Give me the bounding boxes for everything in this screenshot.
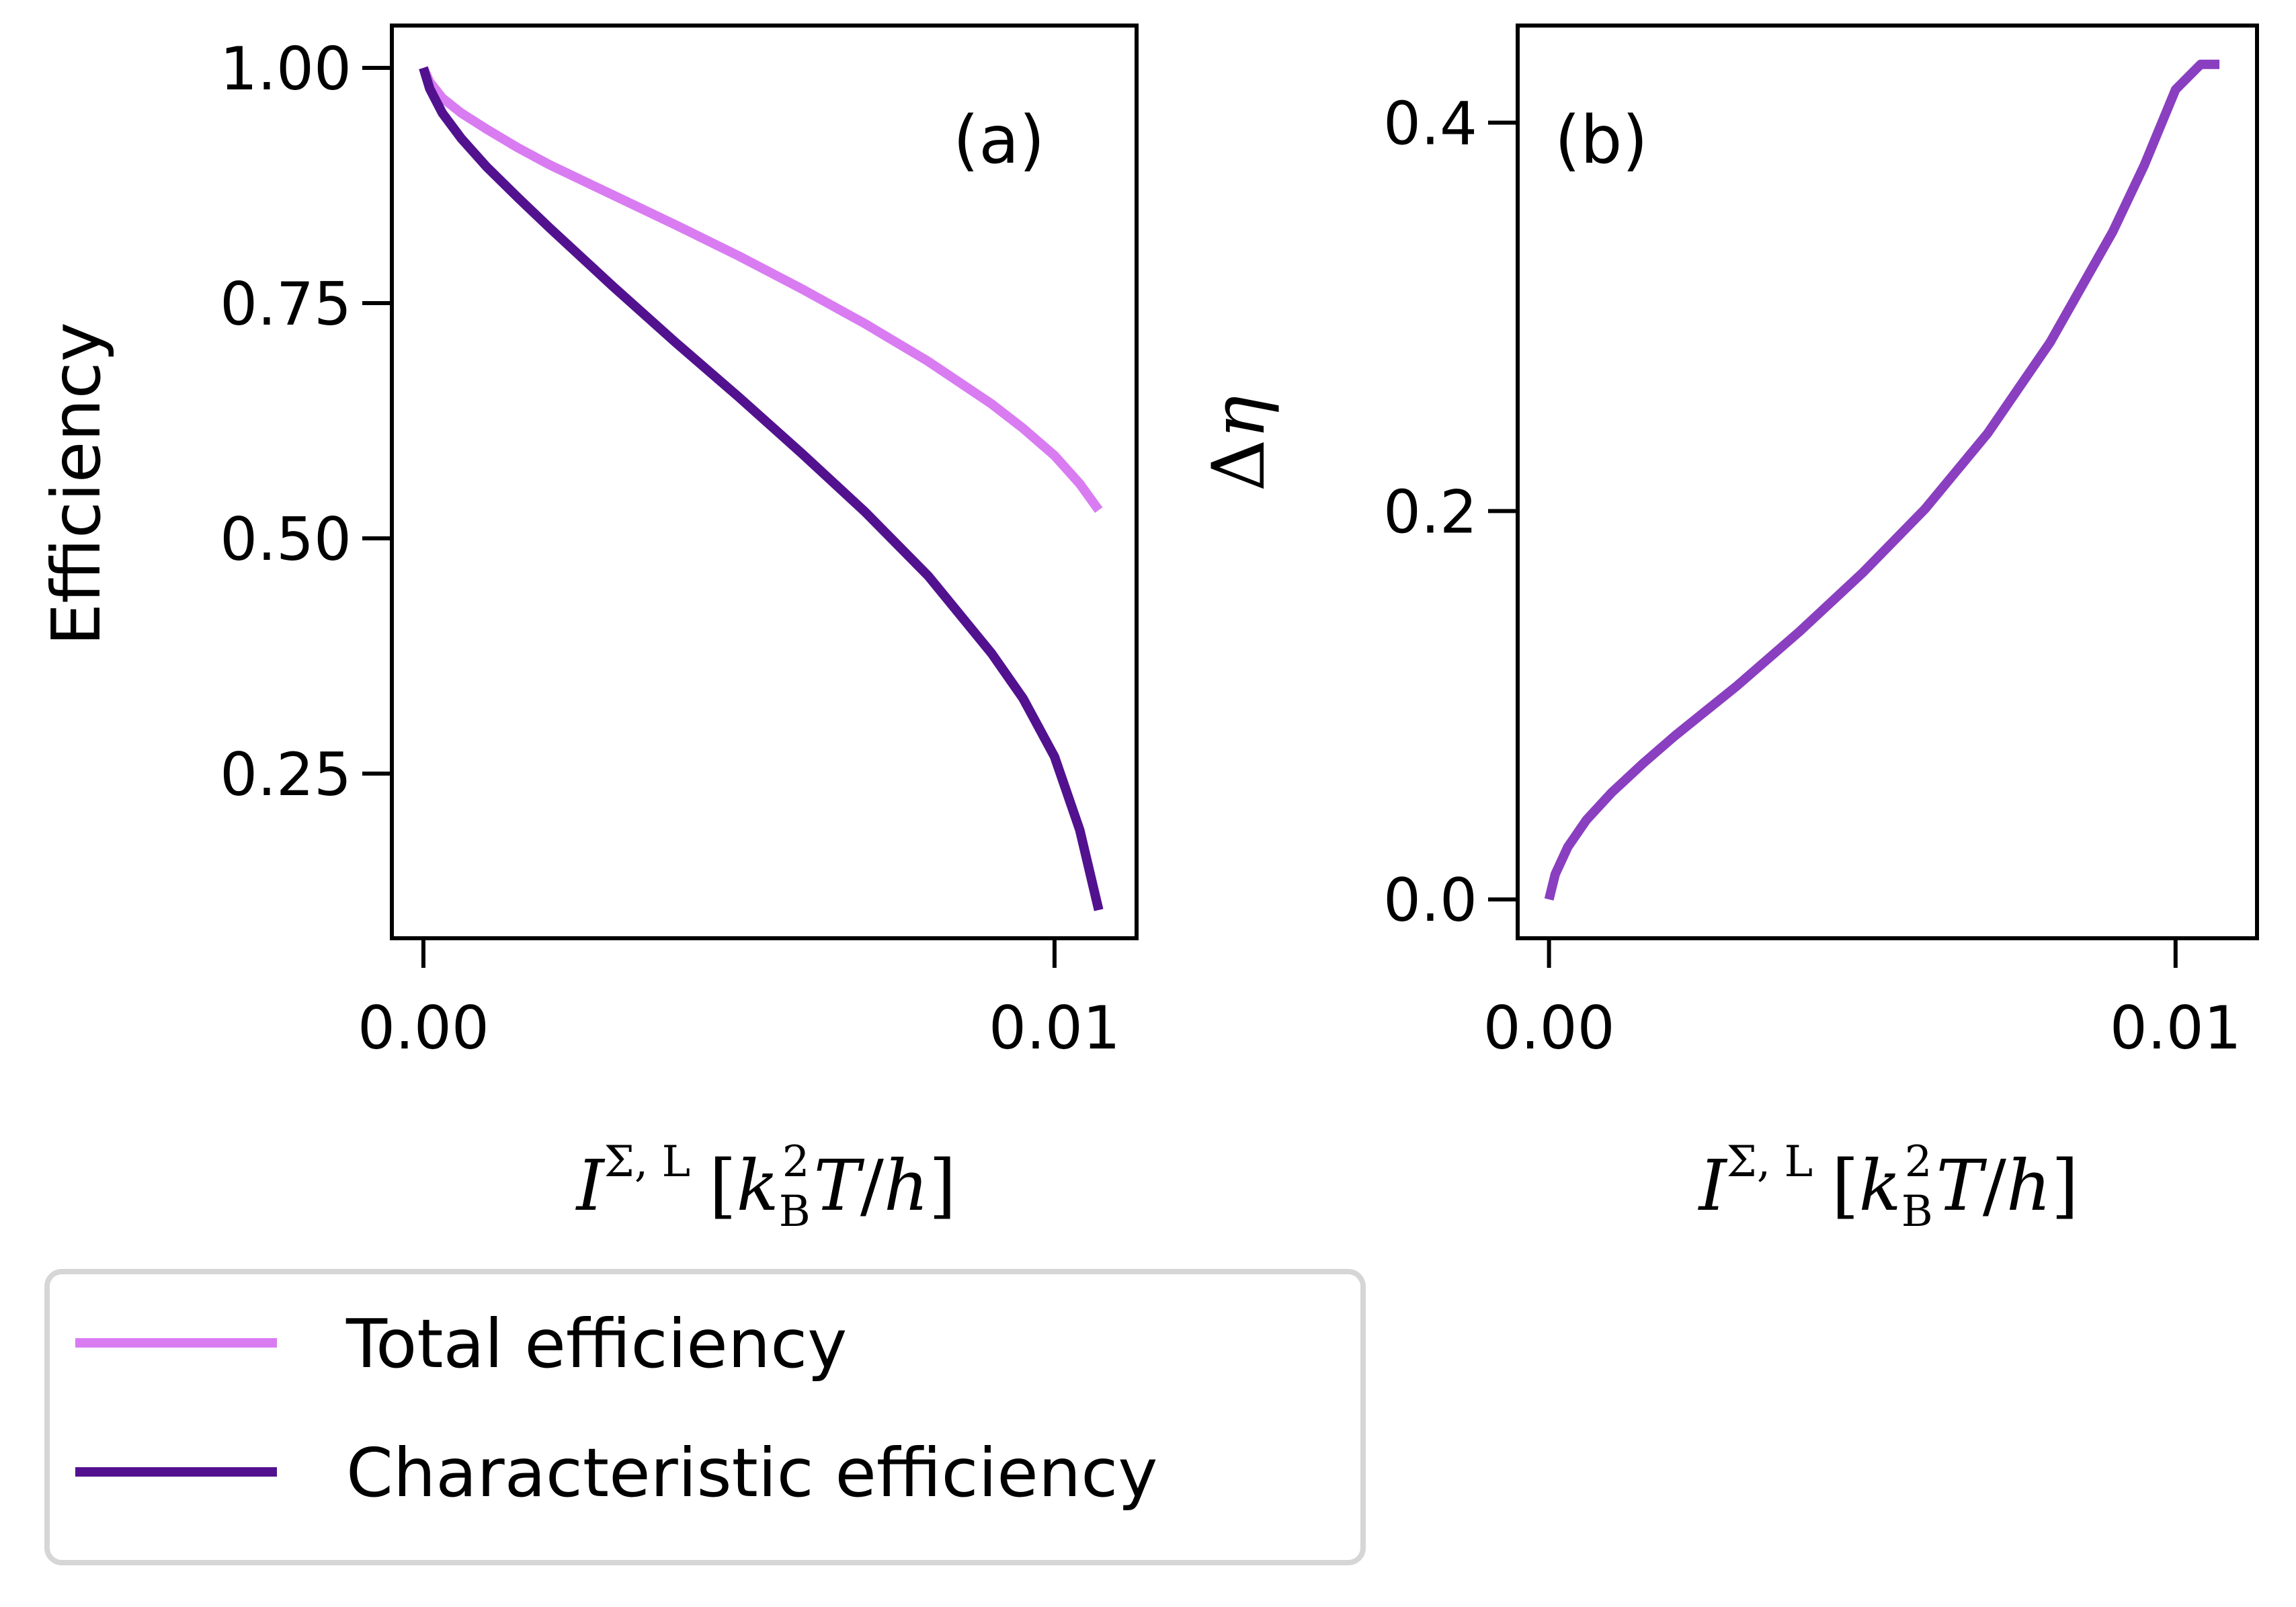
x-tick-label: 0.00 (1483, 993, 1615, 1063)
panel-a-series (419, 66, 1104, 911)
panel-b-y-ticks: 0.0 0.2 0.4 (1383, 89, 1518, 935)
panel-b-x-axis-label: IΣ, L [kB2T/h] (1698, 1137, 2079, 1237)
y-tick-label: 0.2 (1383, 477, 1477, 546)
legend-label-characteristic-efficiency: Characteristic efficiency (346, 1434, 1157, 1512)
legend: Total efficiency Characteristic efficien… (44, 1269, 1366, 1565)
legend-frame (44, 1269, 1366, 1565)
series-line-total-efficiency (419, 66, 1103, 513)
y-tick-label: 0.25 (220, 740, 352, 809)
y-tick-label: 0.0 (1383, 866, 1477, 935)
legend-label-total-efficiency: Total efficiency (345, 1305, 847, 1383)
panel-b-y-axis-label: Δη (1197, 396, 1281, 492)
panel-a-y-ticks: 0.25 0.50 0.75 1.00 (220, 34, 392, 809)
panel-b-frame (1516, 24, 2259, 940)
series-line-- (1544, 59, 2220, 901)
series-line-characteristic-efficiency (419, 66, 1104, 911)
panel-a-frame (390, 24, 1139, 940)
y-tick-label: 0.75 (220, 270, 352, 339)
panel-b: 0.0 0.2 0.4 0.00 0.01 (b) Δη IΣ, L [kB2T/h] (1197, 24, 2259, 1237)
panel-a-x-ticks: 0.00 0.01 (358, 938, 1120, 1063)
panel-a-y-axis-label: Efficiency (37, 322, 116, 646)
x-tick-label: 0.01 (989, 993, 1120, 1063)
x-tick-label: 0.01 (2110, 993, 2242, 1063)
panel-a-label: (a) (953, 102, 1045, 179)
y-tick-label: 0.4 (1383, 89, 1477, 158)
y-tick-label: 1.00 (220, 34, 352, 104)
panel-a-x-axis-label: IΣ, L [kB2T/h] (575, 1137, 956, 1237)
panel-b-label: (b) (1555, 102, 1648, 179)
panel-a: 0.25 0.50 0.75 1.00 0.00 0.01 (a) Efficiency… (37, 24, 1139, 1237)
panel-b-x-ticks: 0.00 0.01 (1483, 938, 2242, 1063)
y-tick-label: 0.50 (220, 505, 352, 574)
x-tick-label: 0.00 (358, 993, 489, 1063)
panel-b-series (1544, 59, 2220, 901)
